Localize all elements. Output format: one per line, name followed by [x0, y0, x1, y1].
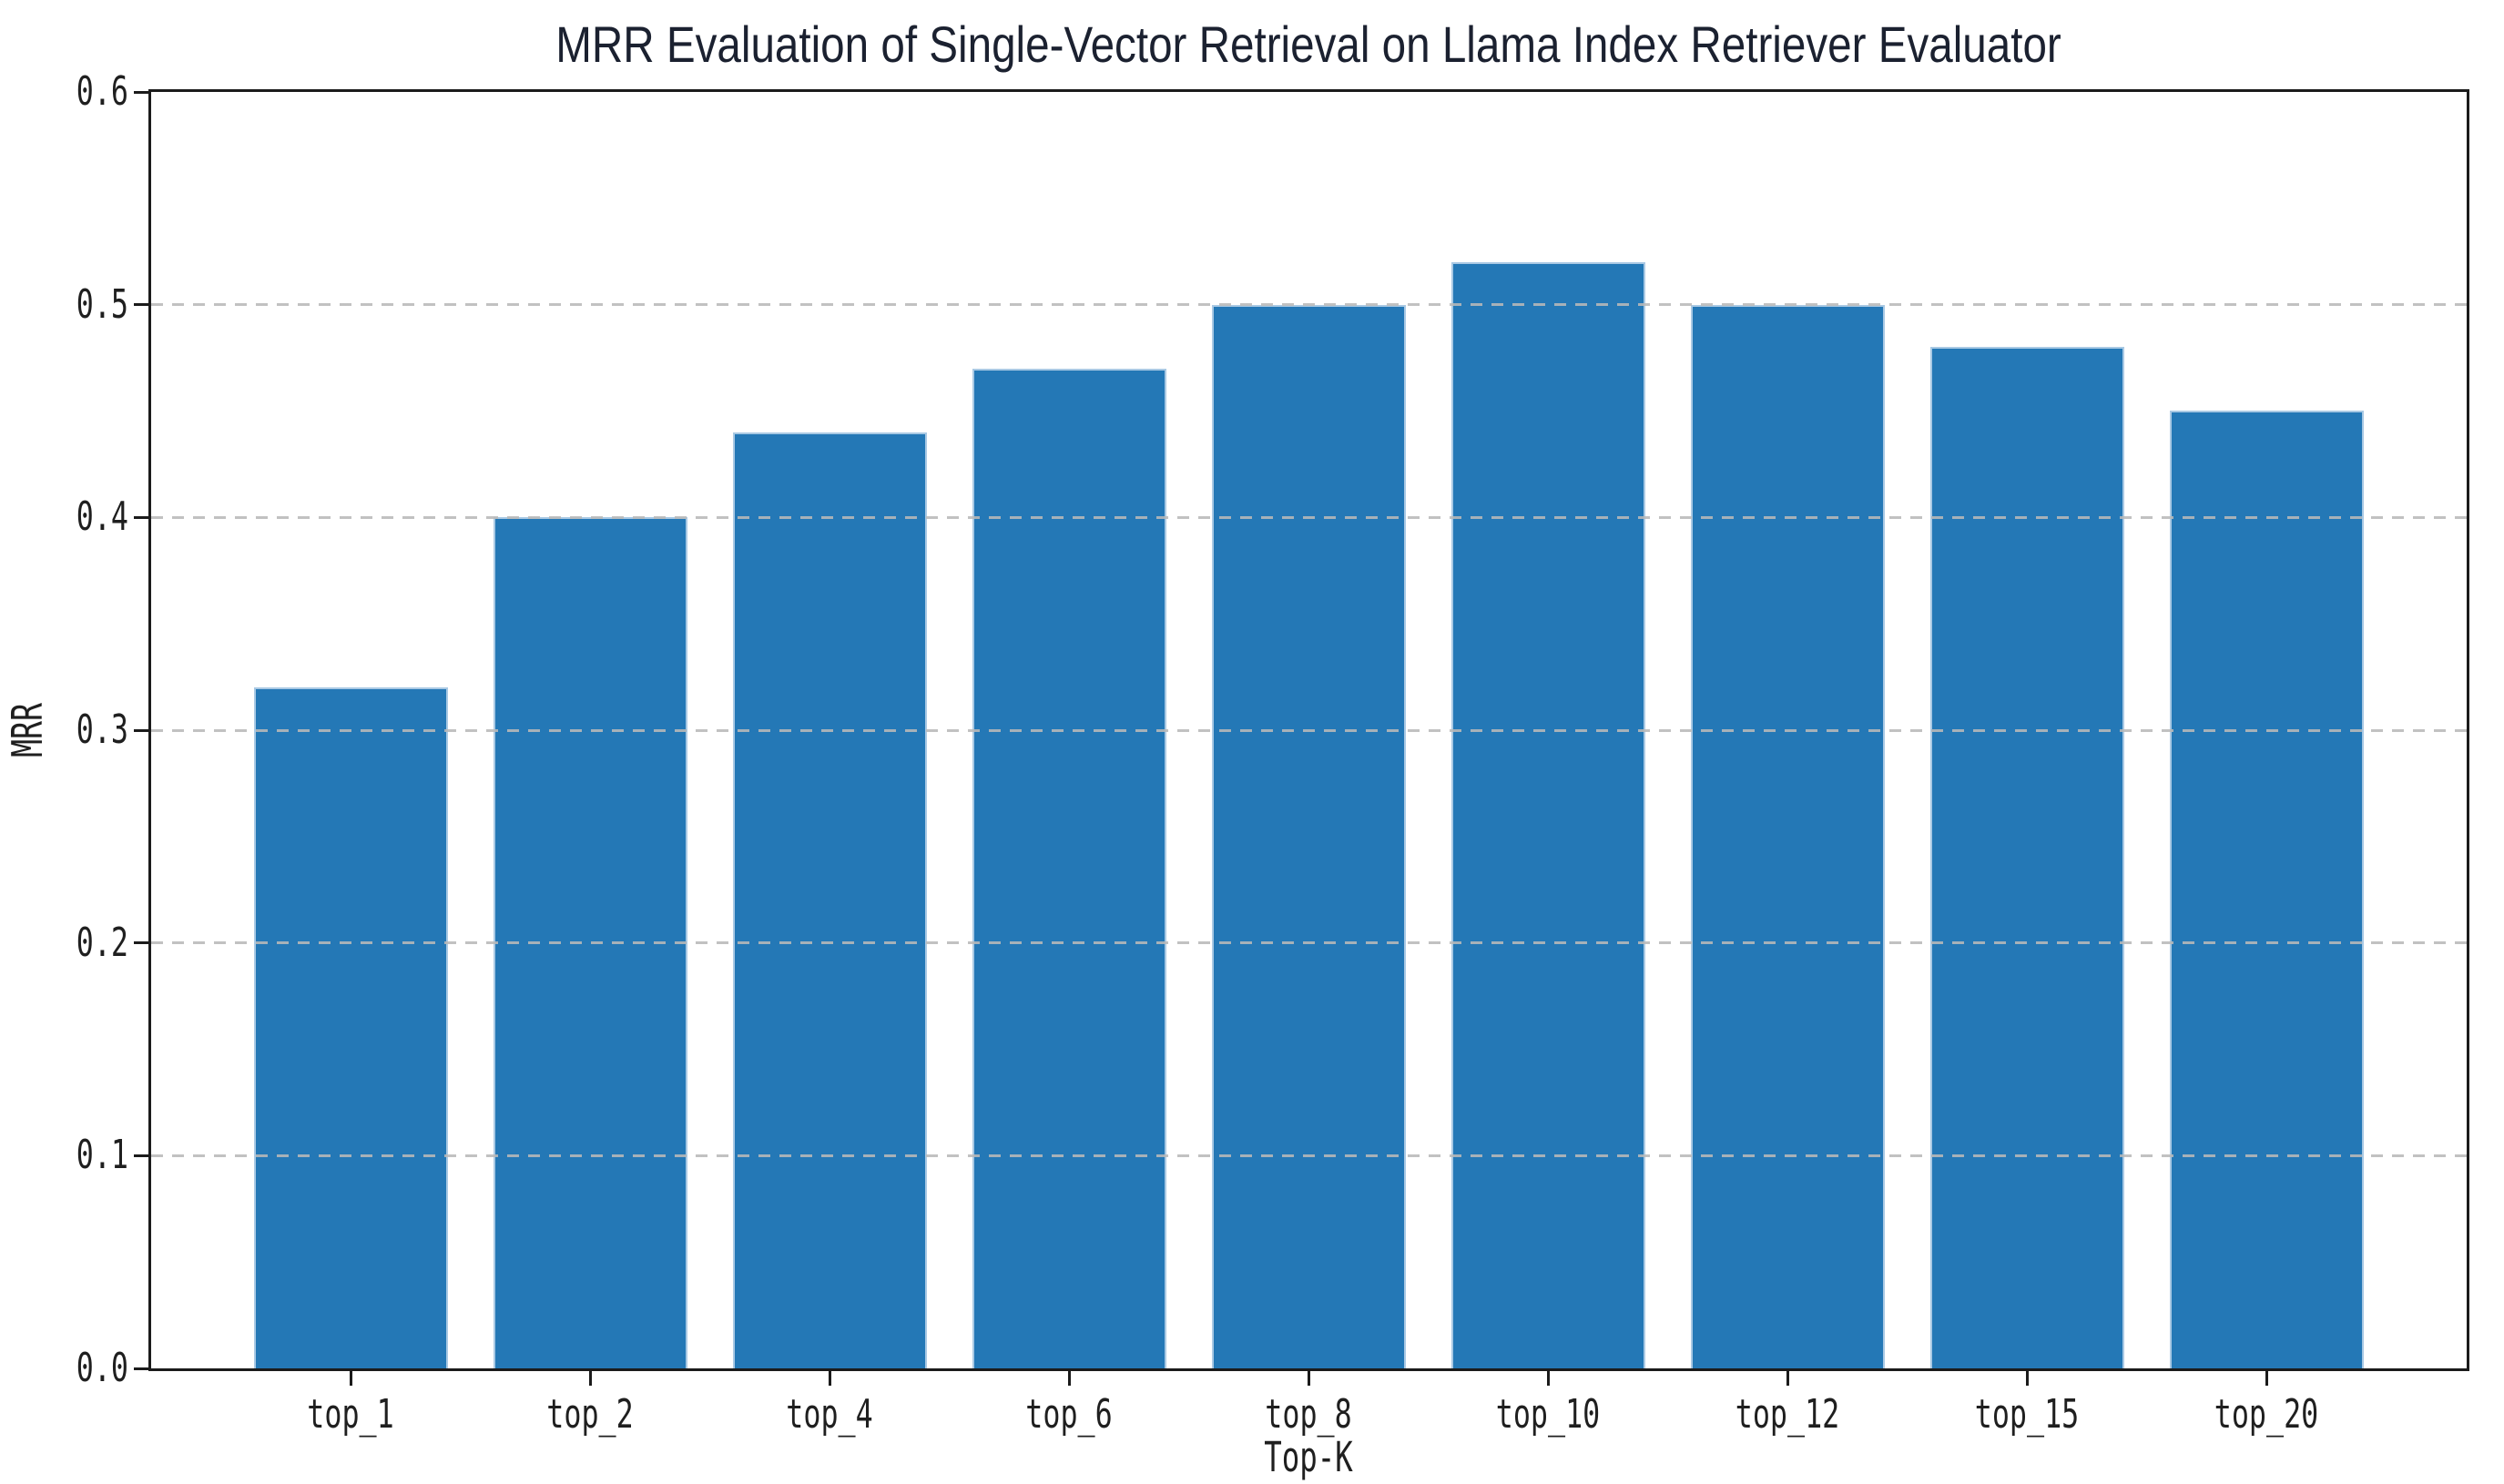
gridline-0.1	[151, 1154, 2467, 1157]
x-tick-mark-top_2	[588, 1371, 592, 1386]
gridline-0.2	[151, 941, 2467, 945]
y-tick-label-0.3: 0.3	[76, 706, 128, 753]
y-tick-label-0.2: 0.2	[76, 919, 128, 966]
bar-top_4	[732, 432, 927, 1368]
gridline-0.5	[151, 303, 2467, 307]
bar-top_10	[1450, 262, 1645, 1368]
x-tick-mark-top_15	[2025, 1371, 2029, 1386]
x-tick-label-top_10: top_10	[1495, 1391, 1601, 1438]
x-tick-label-top_1: top_1	[307, 1391, 394, 1438]
y-tick-mark-0.2	[134, 941, 148, 945]
x-tick-mark-top_4	[828, 1371, 831, 1386]
bars-layer	[151, 92, 2467, 1368]
y-tick-label-0.4: 0.4	[76, 493, 128, 541]
bar-top_12	[1690, 305, 1885, 1368]
y-tick-mark-0.4	[134, 515, 148, 519]
y-tick-label-0.1: 0.1	[76, 1132, 128, 1179]
x-tick-label-top_8: top_8	[1265, 1391, 1352, 1438]
bar-top_8	[1211, 305, 1406, 1368]
y-tick-mark-0.0	[134, 1367, 148, 1370]
bar-top_15	[1929, 347, 2124, 1368]
y-tick-label-0.5: 0.5	[76, 280, 128, 328]
bar-top_6	[972, 369, 1166, 1368]
plot-area	[148, 89, 2469, 1371]
gridline-0.4	[151, 515, 2467, 519]
x-tick-mark-top_10	[1546, 1371, 1550, 1386]
x-tick-mark-top_1	[349, 1371, 352, 1386]
x-tick-label-top_4: top_4	[786, 1391, 873, 1438]
chart-title: MRR Evaluation of Single-Vector Retrieva…	[555, 15, 2061, 73]
x-tick-mark-top_20	[2265, 1371, 2268, 1386]
x-axis-label: Top-K	[1264, 1433, 1353, 1481]
y-axis-label-text: MRR	[3, 703, 52, 757]
gridline-0.3	[151, 728, 2467, 732]
x-tick-mark-top_8	[1307, 1371, 1310, 1386]
y-tick-mark-0.1	[134, 1154, 148, 1157]
x-tick-mark-top_12	[1786, 1371, 1789, 1386]
x-tick-label-top_2: top_2	[546, 1391, 634, 1438]
x-tick-label-top_15: top_15	[1974, 1391, 2080, 1438]
gridlines-layer	[151, 92, 2467, 1368]
x-tick-label-top_12: top_12	[1735, 1391, 1840, 1438]
y-tick-label-0.6: 0.6	[76, 68, 128, 115]
y-tick-label-0.0: 0.0	[76, 1345, 128, 1391]
y-tick-mark-0.3	[134, 728, 148, 732]
bar-top_1	[253, 687, 448, 1368]
x-tick-mark-top_6	[1067, 1371, 1071, 1386]
y-tick-mark-0.5	[134, 303, 148, 307]
x-tick-label-top_20: top_20	[2214, 1391, 2319, 1438]
x-tick-label-top_6: top_6	[1025, 1391, 1113, 1438]
y-tick-mark-0.6	[134, 90, 148, 94]
bar-top_20	[2169, 411, 2364, 1368]
